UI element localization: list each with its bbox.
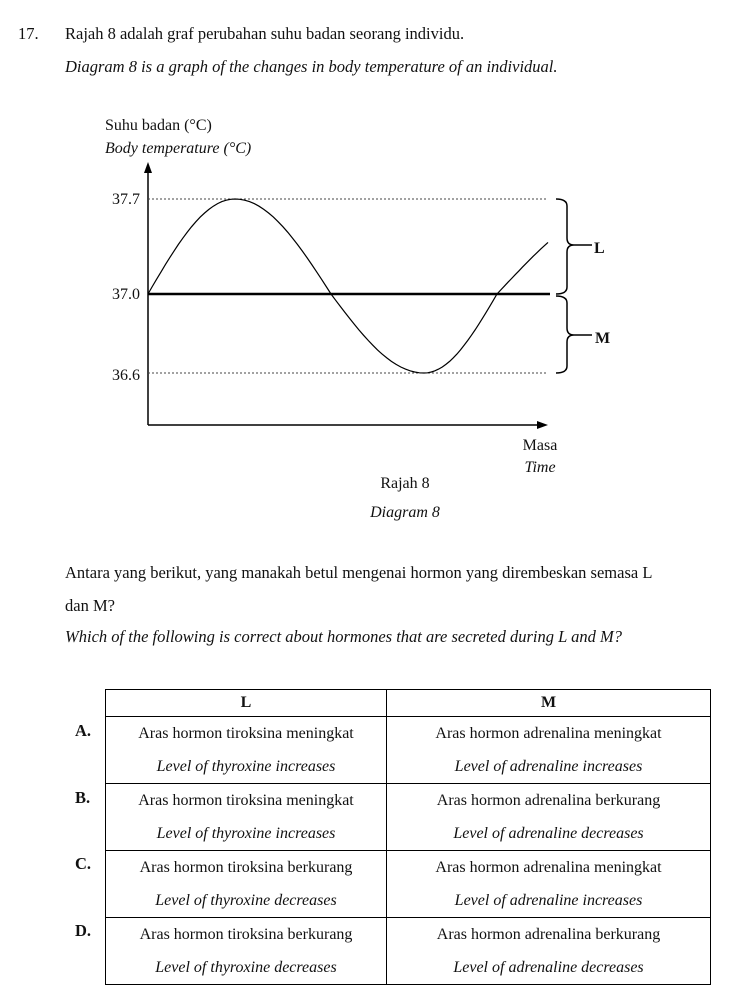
x-axis-arrowhead bbox=[537, 421, 548, 429]
bracket-l bbox=[555, 198, 575, 295]
region-label-m: M bbox=[595, 330, 610, 347]
cell-text: Level of adrenaline increases bbox=[454, 892, 643, 909]
cell-text: Level of thyroxine increases bbox=[156, 825, 336, 842]
question-number: 17. bbox=[18, 24, 39, 43]
y-tick-36-6: 36.6 bbox=[112, 367, 140, 384]
temperature-curve bbox=[147, 198, 549, 374]
caption-malay: Rajah 8 bbox=[380, 475, 429, 492]
option-b-label[interactable]: B. bbox=[75, 788, 91, 807]
cell-text: Level of thyroxine decreases bbox=[155, 892, 337, 909]
y-axis-arrowhead bbox=[144, 162, 152, 173]
header-m: M bbox=[386, 689, 711, 717]
question-stem-english: Diagram 8 is a graph of the changes in b… bbox=[65, 57, 558, 76]
y-tick-37-7: 37.7 bbox=[112, 191, 140, 208]
y-tick-37-0: 37.0 bbox=[112, 286, 140, 303]
cell-text: Aras hormon adrenalina berkurang bbox=[436, 792, 661, 809]
cell-text: Aras hormon tiroksina meningkat bbox=[138, 792, 354, 809]
cell-text: Level of adrenaline decreases bbox=[453, 959, 644, 976]
cell-text: Aras hormon tiroksina berkurang bbox=[139, 926, 353, 943]
cell-m: Aras hormon adrenalina berkurang Level of… bbox=[386, 917, 711, 985]
option-c-label[interactable]: C. bbox=[75, 854, 92, 873]
option-d-label[interactable]: D. bbox=[75, 921, 92, 940]
option-a-label[interactable]: A. bbox=[75, 721, 92, 740]
x-axis-label-malay: Masa bbox=[523, 437, 558, 454]
cell-text: Level of adrenaline increases bbox=[454, 758, 643, 775]
header-l: L bbox=[105, 689, 387, 717]
cell-text: Level of adrenaline decreases bbox=[453, 825, 644, 842]
cell-text: Level of thyroxine decreases bbox=[155, 959, 337, 976]
bracket-m bbox=[555, 295, 575, 374]
table-header-row: L M bbox=[105, 689, 711, 717]
caption-english: Diagram 8 bbox=[369, 504, 440, 521]
answer-table: L M Aras hormon tiroksina meningkat Level… bbox=[105, 689, 711, 985]
cell-m: Aras hormon adrenalina meningkat Level of… bbox=[386, 716, 711, 784]
y-axis-label-malay: Suhu badan (°C) bbox=[105, 117, 212, 134]
cell-text: Aras hormon tiroksina berkurang bbox=[139, 859, 353, 876]
prompt-english: Which of the following is correct about … bbox=[65, 627, 622, 646]
x-axis-label-english: Time bbox=[524, 459, 555, 476]
cell-m: Aras hormon adrenalina berkurang Level of… bbox=[386, 783, 711, 851]
prompt-malay-line2: dan M? bbox=[65, 596, 115, 615]
cell-text: Aras hormon adrenalina meningkat bbox=[435, 725, 662, 742]
cell-l: Aras hormon tiroksina meningkat Level of … bbox=[105, 783, 387, 851]
cell-l: Aras hormon tiroksina berkurang Level of … bbox=[105, 850, 387, 918]
question-stem-malay: Rajah 8 adalah graf perubahan suhu badan… bbox=[65, 24, 465, 43]
table-row[interactable]: Aras hormon tiroksina meningkat Level of … bbox=[105, 716, 711, 784]
cell-text: Aras hormon adrenalina meningkat bbox=[435, 859, 662, 876]
cell-m: Aras hormon adrenalina meningkat Level of… bbox=[386, 850, 711, 918]
prompt-malay-line1: Antara yang berikut, yang manakah betul … bbox=[65, 563, 653, 582]
table-row[interactable]: Aras hormon tiroksina berkurang Level of … bbox=[105, 917, 711, 985]
y-axis-label-english: Body temperature (°C) bbox=[105, 140, 251, 157]
cell-text: Level of thyroxine increases bbox=[156, 758, 336, 775]
cell-text: Aras hormon tiroksina meningkat bbox=[138, 725, 354, 742]
region-label-l: L bbox=[594, 240, 605, 257]
cell-l: Aras hormon tiroksina meningkat Level of … bbox=[105, 716, 387, 784]
cell-text: Aras hormon adrenalina berkurang bbox=[436, 926, 661, 943]
cell-l: Aras hormon tiroksina berkurang Level of … bbox=[105, 917, 387, 985]
table-row[interactable]: Aras hormon tiroksina meningkat Level of … bbox=[105, 783, 711, 851]
temperature-graph: Suhu badan (°C) Body temperature (°C) 37… bbox=[105, 117, 610, 521]
table-row[interactable]: Aras hormon tiroksina berkurang Level of … bbox=[105, 850, 711, 918]
